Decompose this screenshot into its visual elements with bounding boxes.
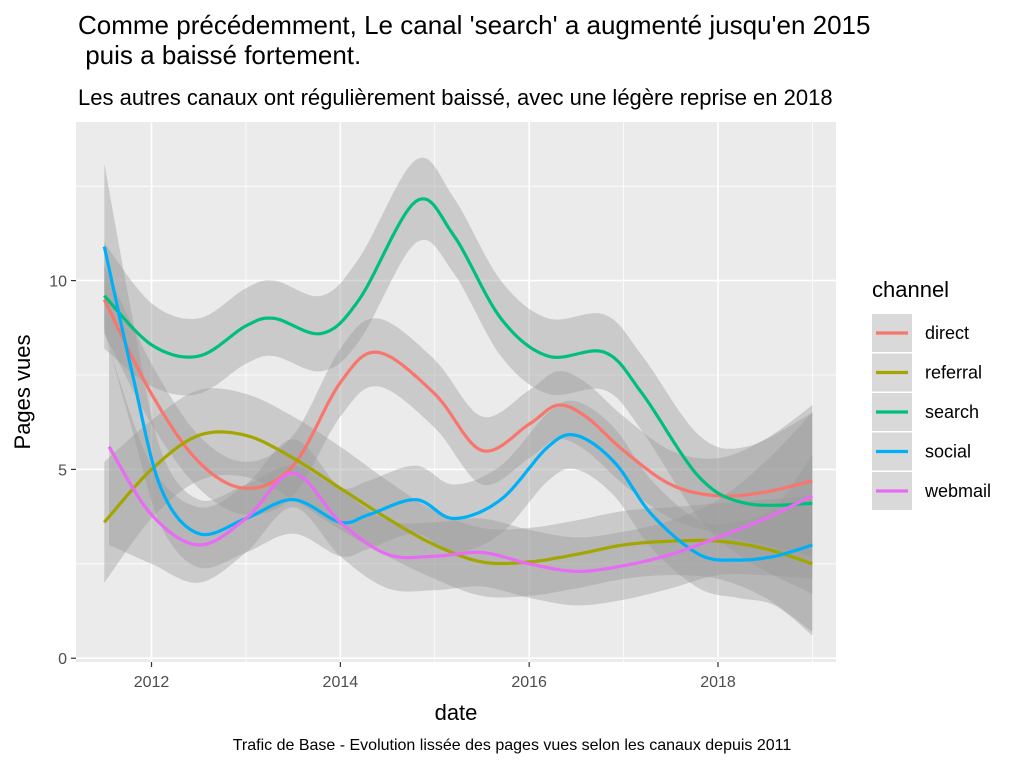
legend-item-social: social [872,432,971,471]
series-line-webmail [107,445,814,573]
legend-label: social [925,442,971,462]
chart-caption: Trafic de Base - Evolution lissée des pa… [232,737,792,754]
legend-item-direct: direct [872,314,969,352]
minor-gridlines [76,122,836,662]
series-line-direct [102,298,813,498]
legend-label: webmail [924,481,991,501]
legend-item-referral: referral [872,353,982,392]
legend-label: search [925,402,979,422]
y-tick-label: 10 [49,274,67,291]
confidence-band-social [104,163,813,636]
x-tick-label: 2014 [323,674,359,691]
legend: channel direct referral search social webmai… [872,277,991,510]
y-tick-label: 0 [58,651,67,668]
major-gridlines [76,122,836,662]
y-axis-title: Pages vues [10,335,35,450]
x-axis-title: date [435,700,478,725]
legend-label: direct [925,323,969,343]
x-tick-label: 2012 [134,674,170,691]
chart-title: Comme précédemment, Le canal 'search' a … [78,10,871,70]
plot-panel [76,122,836,662]
x-tick-label: 2018 [700,674,736,691]
x-tick-label: 2016 [511,674,547,691]
confidence-band-direct [104,265,813,557]
legend-item-webmail: webmail [872,472,991,510]
series-line-social [102,246,813,562]
y-tick-label: 5 [58,462,67,479]
legend-title: channel [872,277,949,302]
legend-item-search: search [872,393,979,431]
y-axis: 0 5 10 [49,274,76,668]
series-lines [102,197,814,573]
series-line-search [103,197,813,507]
confidence-band-webmail [109,348,813,606]
confidence-band-referral [104,388,813,632]
x-axis: 2012 2014 2016 2018 [134,662,736,691]
chart-subtitle: Les autres canaux ont régulièrement bais… [78,85,833,110]
legend-label: referral [925,363,982,383]
